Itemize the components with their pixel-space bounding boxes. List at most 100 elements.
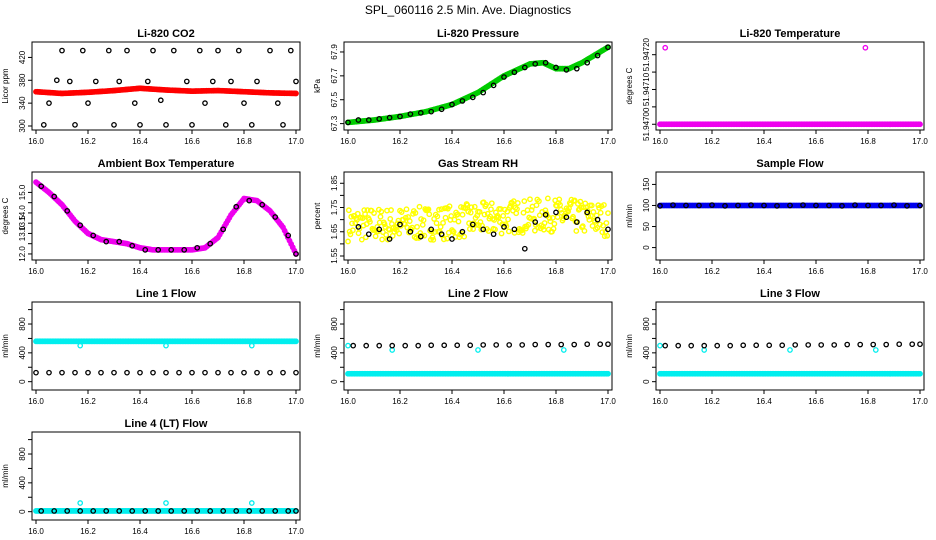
data-point [865, 202, 871, 209]
series-line-4-flow-spikes [77, 500, 255, 506]
data-point [670, 202, 676, 208]
y-tick-label: 400 [330, 346, 339, 360]
series-line-3-flow [657, 370, 923, 377]
data-point [709, 202, 715, 208]
data-point [383, 232, 390, 238]
data-point [605, 210, 611, 216]
data-point [603, 220, 610, 226]
data-point [536, 198, 542, 205]
y-tick-label: 51.94710 [642, 72, 651, 106]
data-point [228, 369, 234, 376]
data-point [558, 341, 565, 348]
panel-title: Li-820 CO2 [137, 28, 194, 40]
y-tick-label: 0 [642, 379, 651, 384]
data-point [488, 206, 494, 213]
y-axis-label: kPa [313, 79, 322, 93]
y-axis-label: percent [313, 202, 322, 229]
data-point [532, 341, 539, 348]
data-point [407, 111, 414, 117]
panel-title: Line 1 Flow [136, 288, 196, 300]
data-point [766, 342, 773, 349]
panel-title: Li-820 Temperature [740, 28, 841, 40]
data-point [852, 202, 858, 208]
data-point [560, 347, 567, 353]
data-point [406, 218, 413, 224]
data-point [285, 508, 292, 514]
data-point [209, 78, 216, 85]
data-point [387, 216, 394, 222]
data-point [105, 47, 112, 54]
series-temperature-spikes [662, 44, 869, 51]
x-tick-label: 16.6 [496, 397, 512, 406]
data-point [740, 342, 747, 349]
y-tick-label: 1.55 [330, 248, 339, 264]
data-point [787, 347, 793, 353]
data-point [662, 342, 669, 349]
data-point [345, 342, 351, 349]
plot-frame [655, 41, 925, 131]
data-point [194, 244, 201, 251]
x-tick-label: 16.8 [236, 527, 252, 536]
data-point [556, 196, 563, 203]
data-point [137, 122, 143, 128]
data-point [220, 226, 227, 233]
x-tick-label: 16.4 [444, 267, 460, 276]
series-line-4-samples [38, 508, 299, 514]
data-point [473, 221, 480, 228]
x-tick-label: 16.0 [340, 397, 356, 406]
plot-frame [343, 301, 613, 391]
data-point [573, 228, 580, 234]
data-point [450, 228, 457, 235]
x-tick-label: 16.6 [496, 267, 512, 276]
data-point [92, 78, 99, 85]
data-point [434, 213, 441, 220]
data-point [241, 369, 247, 376]
x-tick-label: 16.0 [340, 267, 356, 276]
series-co2-avg [33, 85, 299, 97]
data-point [597, 209, 604, 216]
x-tick-label: 16.4 [756, 267, 772, 276]
data-point [480, 226, 487, 233]
x-tick-label: 16.2 [392, 137, 408, 146]
data-point [577, 198, 584, 205]
data-point [595, 202, 602, 209]
data-point [150, 47, 156, 54]
data-point [215, 369, 221, 376]
data-point [701, 342, 708, 349]
data-point [525, 221, 532, 228]
data-point [826, 202, 832, 209]
data-point [862, 44, 869, 51]
data-point [254, 78, 260, 85]
data-point [657, 203, 663, 209]
data-point [872, 347, 879, 353]
x-tick-label: 16.0 [28, 137, 44, 146]
data-point [883, 341, 890, 348]
y-tick-label: 51.94720 [642, 37, 651, 71]
data-point [378, 208, 385, 215]
data-point [500, 212, 507, 219]
data-point [72, 122, 78, 128]
data-point [514, 200, 521, 206]
y-tick-label: 0 [18, 509, 27, 514]
data-point [601, 202, 607, 208]
x-tick-label: 16.6 [184, 397, 200, 406]
series-co2-outliers [40, 47, 299, 128]
data-point [584, 209, 591, 216]
data-point [248, 122, 255, 128]
plot-frame [655, 301, 925, 391]
data-point [475, 347, 481, 353]
x-tick-label: 16.8 [548, 137, 564, 146]
data-point [207, 508, 214, 514]
x-tick-label: 17.0 [288, 267, 304, 276]
x-tick-label: 16.6 [808, 397, 824, 406]
data-point [420, 217, 427, 224]
data-point [605, 370, 611, 377]
panel-title: Gas Stream RH [438, 158, 518, 170]
data-point [428, 342, 435, 349]
data-point [293, 90, 299, 97]
data-point [748, 202, 754, 208]
data-point [438, 106, 445, 113]
series-rh-samples [355, 209, 611, 252]
data-point [831, 342, 838, 348]
